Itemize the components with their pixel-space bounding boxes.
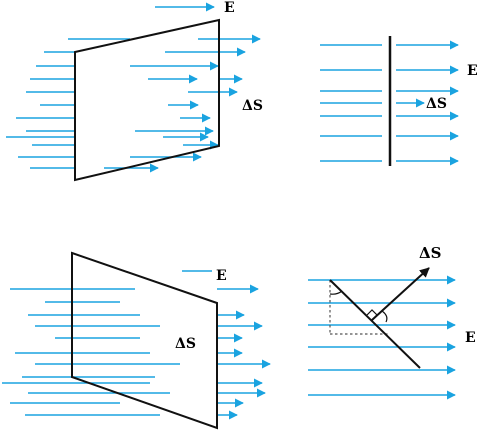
area-label-delta-s: ΔS — [426, 96, 447, 112]
panel-bottom-left: E ΔS — [2, 251, 271, 430]
area-label-delta-s: ΔS — [419, 244, 441, 262]
field-label-e: E — [465, 330, 476, 346]
angle-arc-top — [329, 290, 343, 295]
area-element-surface — [71, 251, 218, 430]
area-element-surface — [74, 18, 220, 182]
panel-top-left: E ΔS — [6, 0, 263, 182]
field-lines — [6, 2, 261, 173]
area-element-edge — [329, 279, 421, 369]
right-angle-marker — [366, 309, 378, 321]
area-label-delta-s: ΔS — [242, 98, 263, 114]
normal-vector-arrow — [371, 267, 430, 321]
panel-bottom-right: ΔS E — [308, 244, 476, 400]
area-label-delta-s: ΔS — [175, 336, 196, 352]
field-label-e: E — [216, 268, 227, 284]
field-lines — [2, 270, 271, 420]
angle-arc-normal — [381, 310, 388, 323]
field-label-e: E — [467, 63, 478, 79]
field-label-e: E — [224, 0, 235, 16]
field-lines — [308, 275, 456, 400]
panel-top-right: E ΔS — [320, 36, 478, 166]
field-lines — [320, 40, 459, 166]
